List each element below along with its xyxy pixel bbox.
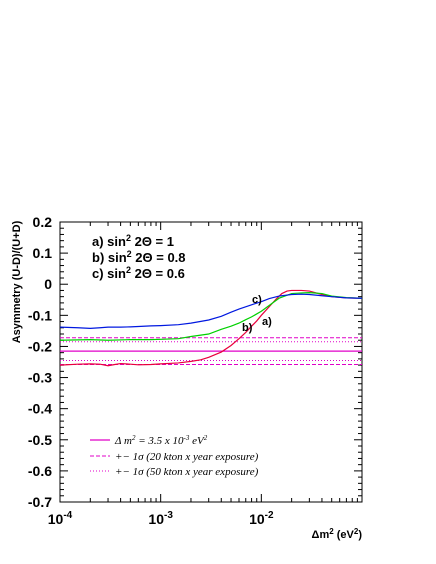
series-line-b — [59, 292, 363, 341]
y-tick-label-0: 0.2 — [33, 214, 53, 230]
y-tick-label-9: -0.7 — [28, 494, 52, 510]
curve-label-c: c) — [252, 294, 262, 306]
y-tick-label-4: -0.2 — [28, 338, 52, 354]
x-axis-title: Δm2 (eV2) — [312, 527, 363, 541]
annotation-b: b) sin2 2Θ = 0.8 — [92, 249, 186, 265]
axis-ticks — [59, 221, 362, 503]
series-line-c — [59, 293, 363, 330]
legend-entry-2: +− 1σ (50 kton x year exposure) — [115, 466, 259, 478]
legend-entry-1: +− 1σ (20 kton x year exposure) — [115, 451, 259, 463]
y-tick-label-6: -0.4 — [28, 401, 52, 417]
y-tick-label-7: -0.5 — [28, 432, 52, 448]
y-tick-label-5: -0.3 — [28, 370, 52, 386]
annotation-block: a) sin2 2Θ = 1 b) sin2 2Θ = 0.8 c) sin2 … — [92, 233, 186, 281]
y-axis-title: Asymmetry (U-D)/(U+D) — [11, 220, 23, 343]
plot-frame — [59, 221, 363, 503]
x-tick-label-0: 10-4 — [48, 510, 73, 527]
y-tick-labels: 0.2 0.1 0 -0.1 -0.2 -0.3 -0.4 -0.5 -0.6 -0.7 — [28, 214, 52, 510]
y-tick-label-2: 0 — [44, 276, 52, 292]
x-tick-labels: 10-4 10-3 10-2 — [48, 510, 274, 527]
curve-label-b: b) — [242, 322, 253, 334]
y-tick-label-3: -0.1 — [28, 307, 52, 323]
reference-lines — [60, 337, 362, 365]
x-tick-label-1: 10-3 — [148, 510, 173, 527]
x-tick-label-2: 10-2 — [249, 510, 274, 527]
annotation-c: c) sin2 2Θ = 0.6 — [92, 265, 185, 281]
annotation-a: a) sin2 2Θ = 1 — [92, 233, 174, 249]
y-tick-label-8: -0.6 — [28, 463, 52, 479]
data-series — [59, 289, 363, 367]
legend-entry-0: Δ m2 = 3.5 x 10-3 eV2 — [114, 434, 208, 447]
y-tick-label-1: 0.1 — [33, 245, 53, 261]
curve-label-a: a) — [262, 316, 272, 328]
legend: Δ m2 = 3.5 x 10-3 eV2 +− 1σ (20 kton x y… — [90, 434, 259, 478]
series-line-a — [59, 289, 363, 367]
